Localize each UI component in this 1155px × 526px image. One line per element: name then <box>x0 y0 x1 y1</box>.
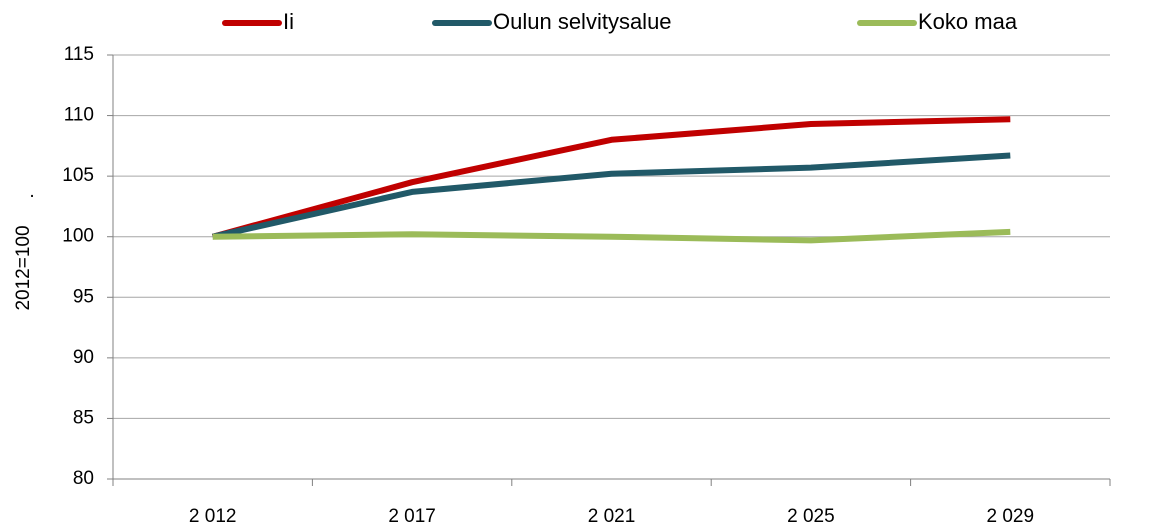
series-line <box>212 228 1011 244</box>
x-tick-label: 2 021 <box>588 506 636 526</box>
y-tick-label: 115 <box>64 44 94 65</box>
legend-label: Oulun selvitysalue <box>493 9 672 34</box>
x-tick-label: 2 017 <box>388 506 436 526</box>
series-line <box>211 116 1011 240</box>
x-tick-label: 2 012 <box>189 506 237 526</box>
x-tick-label: 2 025 <box>787 506 835 526</box>
y-tick-label: 110 <box>64 105 94 126</box>
x-tick-label: 2 029 <box>987 506 1035 526</box>
series-line <box>212 152 1011 240</box>
y-tick-label: 80 <box>73 468 94 489</box>
y-tick-label: 105 <box>62 165 94 186</box>
y-tick-label: 95 <box>73 286 94 307</box>
y-tick-label: 85 <box>73 407 94 428</box>
legend-label: Ii <box>283 9 294 34</box>
annotation: . <box>29 181 34 202</box>
y-tick-label: 90 <box>73 347 94 368</box>
y-axis-label: 2012=100 <box>13 225 34 310</box>
legend-label: Koko maa <box>918 9 1018 34</box>
y-tick-label: 100 <box>62 226 94 247</box>
